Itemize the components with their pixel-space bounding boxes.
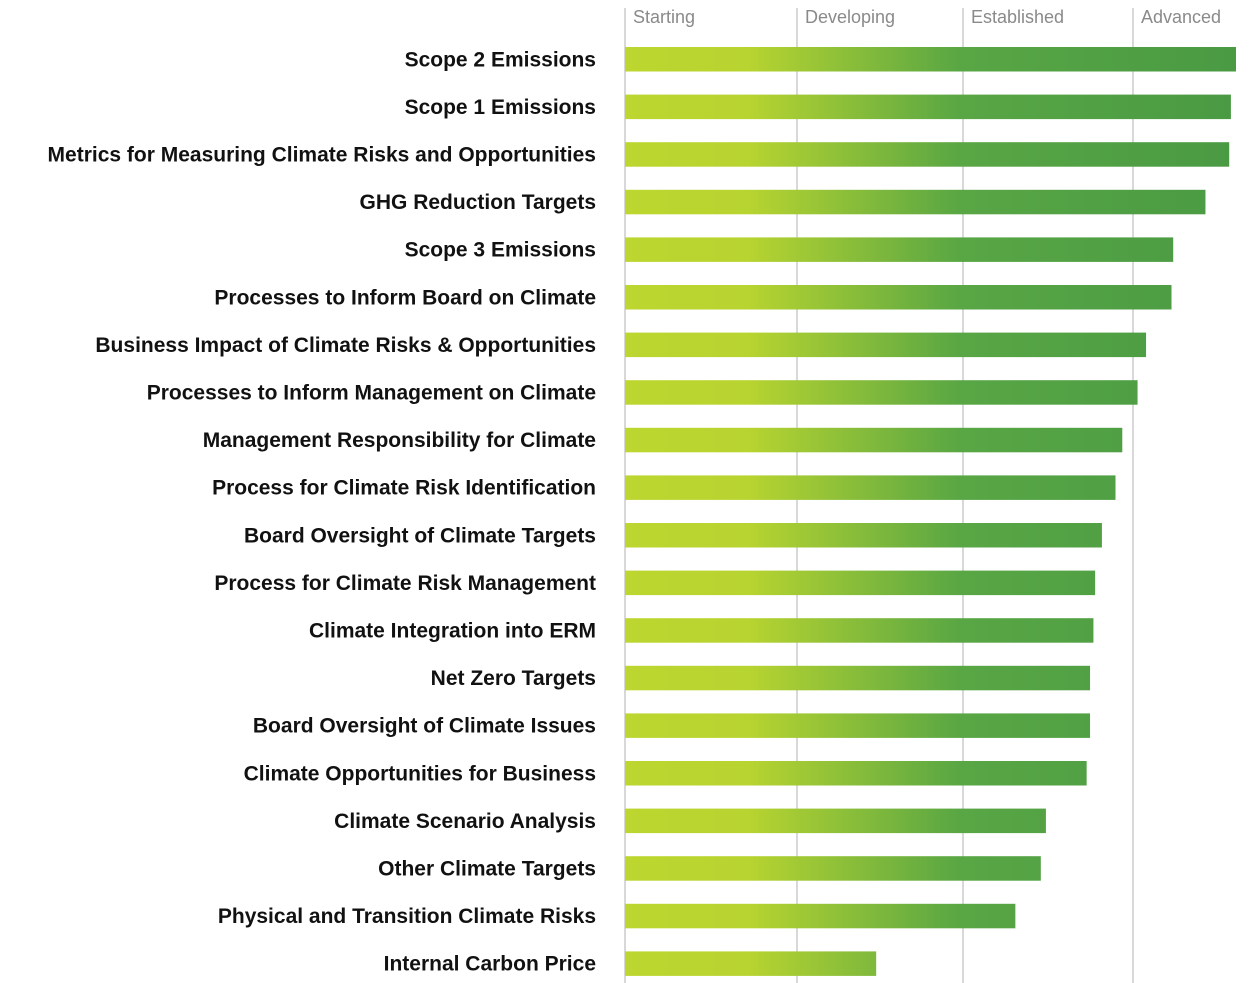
bar-19 — [625, 951, 877, 976]
stage-label-developing: Developing — [805, 7, 895, 27]
bar-10 — [625, 523, 1102, 548]
stage-labels: Starting Developing Established Advanced — [633, 7, 1221, 27]
stage-label-advanced: Advanced — [1141, 7, 1221, 27]
stage-label-established: Established — [971, 7, 1064, 27]
bar-0 — [625, 47, 1236, 72]
bar-18 — [625, 903, 1016, 929]
category-label-19: Internal Carbon Price — [384, 953, 596, 976]
category-label-2: Metrics for Measuring Climate Risks and … — [48, 143, 596, 166]
bar-1 — [625, 94, 1231, 120]
category-label-12: Climate Integration into ERM — [309, 619, 596, 642]
bar-15 — [625, 761, 1087, 786]
bar-14 — [625, 713, 1091, 738]
category-label-15: Climate Opportunities for Business — [244, 762, 596, 785]
bar-8 — [625, 427, 1123, 453]
category-label-0: Scope 2 Emissions — [405, 48, 596, 71]
bar-3 — [625, 189, 1206, 215]
bar-16 — [625, 808, 1046, 834]
category-label-10: Board Oversight of Climate Targets — [244, 524, 596, 547]
category-label-16: Climate Scenario Analysis — [334, 810, 596, 833]
category-label-18: Physical and Transition Climate Risks — [218, 905, 596, 928]
category-label-4: Scope 3 Emissions — [405, 239, 596, 262]
category-label-8: Management Responsibility for Climate — [203, 429, 596, 452]
category-label-1: Scope 1 Emissions — [405, 96, 596, 119]
bar-9 — [625, 475, 1116, 500]
category-label-13: Net Zero Targets — [431, 667, 596, 690]
bar-4 — [625, 237, 1174, 262]
bar-2 — [625, 142, 1230, 167]
category-label-9: Process for Climate Risk Identification — [212, 477, 596, 500]
category-label-11: Process for Climate Risk Management — [214, 572, 596, 595]
bar-11 — [625, 570, 1096, 596]
bar-17 — [625, 856, 1041, 881]
bar-13 — [625, 665, 1091, 691]
stage-label-starting: Starting — [633, 7, 695, 27]
category-label-17: Other Climate Targets — [378, 857, 596, 880]
bar-6 — [625, 332, 1147, 358]
bar-5 — [625, 285, 1172, 310]
category-label-5: Processes to Inform Board on Climate — [214, 286, 596, 309]
category-label-7: Processes to Inform Management on Climat… — [147, 381, 596, 404]
category-label-3: GHG Reduction Targets — [360, 191, 596, 214]
bar-12 — [625, 618, 1094, 643]
bar-7 — [625, 380, 1138, 405]
category-label-6: Business Impact of Climate Risks & Oppor… — [95, 334, 596, 357]
category-labels: Scope 2 Emissions Scope 1 Emissions Metric… — [48, 48, 596, 975]
bars — [625, 47, 1236, 976]
category-label-14: Board Oversight of Climate Issues — [253, 715, 596, 738]
